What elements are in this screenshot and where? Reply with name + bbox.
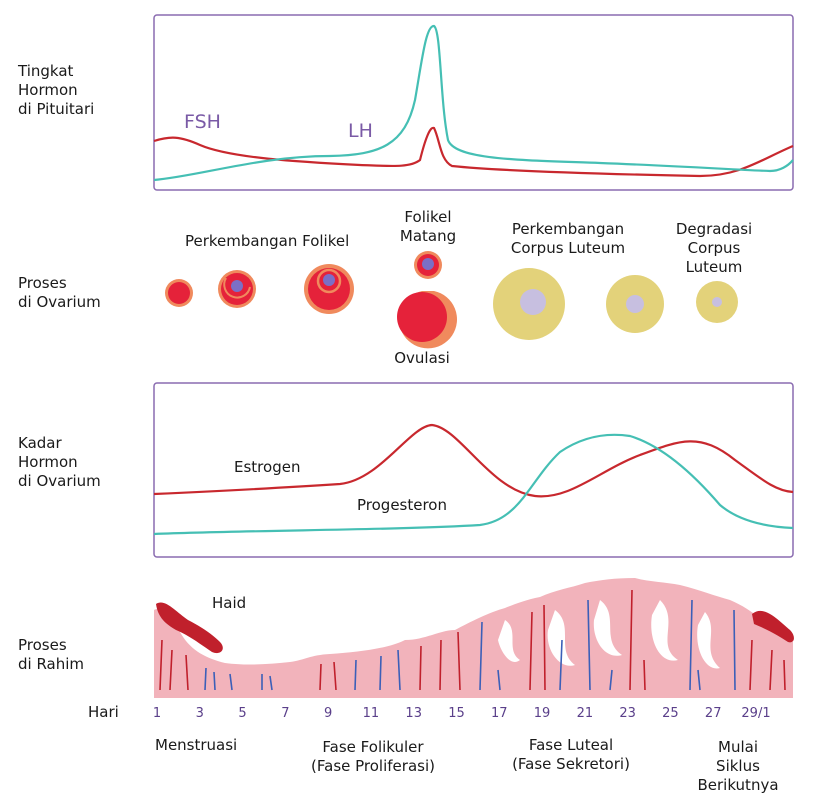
lh-curve — [153, 24, 794, 182]
fsh-label: FSH — [184, 111, 221, 133]
day-tick: 13 — [405, 706, 422, 721]
corpus-degradation-label: Degradasi Corpus Luteum — [675, 220, 753, 276]
secondary-oocyte — [231, 280, 243, 292]
secondary-follicle-antrum — [223, 277, 251, 299]
day-tick: 3 — [195, 706, 204, 721]
menstrual-blood-left — [156, 602, 223, 654]
day-tick: 25 — [662, 706, 679, 721]
day-tick: 11 — [362, 706, 380, 721]
tertiary-follicle-antrum — [316, 268, 342, 294]
day-tick: 17 — [491, 706, 508, 721]
mature-oocyte — [422, 258, 434, 270]
ovulation-label: Ovulasi — [394, 349, 450, 367]
progesterone-curve — [153, 433, 794, 536]
phase-luteal: Fase Luteal (Fase Sekretori) — [512, 736, 630, 773]
day-tick: 1 — [152, 706, 162, 721]
menstruation-label: Haid — [212, 594, 247, 612]
day-tick: 15 — [448, 706, 465, 721]
follicle-development-label: Perkembangan Folikel — [185, 232, 350, 250]
blood-vessels — [159, 589, 786, 691]
day-tick: 7 — [281, 706, 290, 721]
pituitary-panel-frame — [153, 14, 794, 191]
day-tick: 29/1 — [741, 706, 771, 721]
row-label-pituitary: Tingkat Hormon di Pituitari — [18, 62, 95, 118]
day-tick: 21 — [576, 706, 594, 721]
mature-follicle-label: Folikel Matang — [399, 208, 457, 245]
day-tick: 19 — [533, 706, 551, 721]
day-tick: 9 — [324, 706, 333, 721]
row-label-ovary-hormone: Kadar Hormon di Ovarium — [18, 434, 101, 490]
row-label-uterus: Proses di Rahim — [18, 636, 85, 673]
estrogen-curve — [153, 423, 794, 498]
day-tick: 23 — [619, 706, 636, 721]
endometrium — [154, 578, 793, 698]
phase-menstruation: Menstruasi — [155, 736, 238, 754]
corpus-luteum-degrading-core — [712, 297, 722, 307]
ovarian-hormone-panel-frame — [153, 382, 794, 558]
row-label-ovary-process: Proses di Ovarium — [18, 274, 101, 311]
day-axis-label: Hari — [88, 703, 119, 721]
ovulating-follicle-core — [397, 292, 447, 342]
primary-follicle-core — [168, 282, 190, 304]
lh-label: LH — [348, 120, 373, 142]
fsh-curve — [153, 126, 794, 178]
secretory-glands — [498, 600, 720, 669]
corpus-luteum-mid-core — [626, 295, 644, 313]
day-tick: 5 — [238, 706, 247, 721]
tertiary-oocyte — [323, 274, 335, 286]
corpus-development-label: Perkembangan Corpus Luteum — [510, 220, 626, 257]
day-tick: 27 — [704, 706, 722, 721]
phase-follicular: Fase Folikuler (Fase Proliferasi) — [311, 738, 435, 775]
estrogen-label: Estrogen — [234, 458, 301, 476]
corpus-luteum-early-core — [520, 289, 546, 315]
progesterone-label: Progesteron — [357, 496, 447, 514]
menstrual-blood-right — [752, 610, 794, 643]
phase-next-cycle: Mulai Siklus Berikutnya — [697, 738, 779, 794]
